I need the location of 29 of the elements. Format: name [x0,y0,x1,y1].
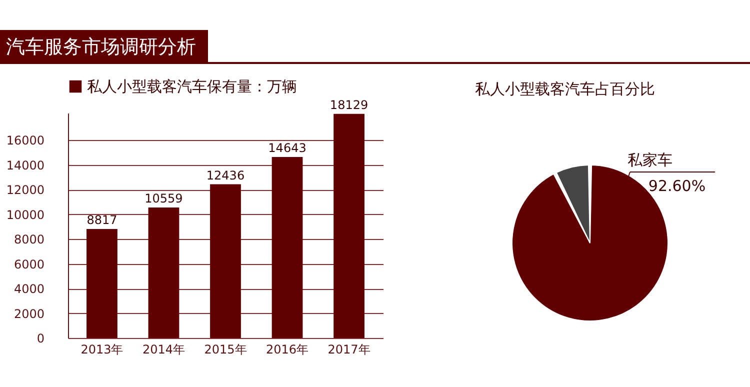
data-label: 14643 [268,140,306,155]
bar [334,114,364,338]
y-tick-label: 10000 [6,208,44,222]
chart-title: 汽车服务市场调研分析 [0,30,208,64]
bar [210,184,241,338]
x-tick-label: 2017年 [328,342,370,356]
bar [86,229,118,338]
y-tick-label: 2000 [14,306,44,321]
x-tick-label: 2013年 [80,342,124,356]
y-tick-label: 4000 [14,282,44,296]
legend-label: 私人小型载客汽车保有量：万辆 [87,78,297,96]
data-label: 18129 [330,98,368,112]
slice-label: 私家车 [628,151,672,169]
data-label: 8817 [86,213,118,227]
y-tick-label: 12000 [6,183,44,198]
y-tick-label: 16000 [6,134,44,148]
y-tick-label: 8000 [14,232,44,247]
x-tick-label: 2016年 [266,342,309,356]
y-tick-label: 0 [36,332,44,346]
x-tick-label: 2015年 [204,342,247,356]
bar [148,207,180,338]
y-tick-label: 14000 [6,158,44,172]
data-label: 10559 [144,191,183,206]
data-label: 12436 [206,168,245,182]
data-label: 92.60% [648,177,706,195]
chart-title: 私人小型载客汽车占百分比 [475,80,655,99]
y-tick-label: 6000 [14,257,44,272]
bar [272,156,303,338]
x-tick-label: 2014年 [142,342,186,356]
